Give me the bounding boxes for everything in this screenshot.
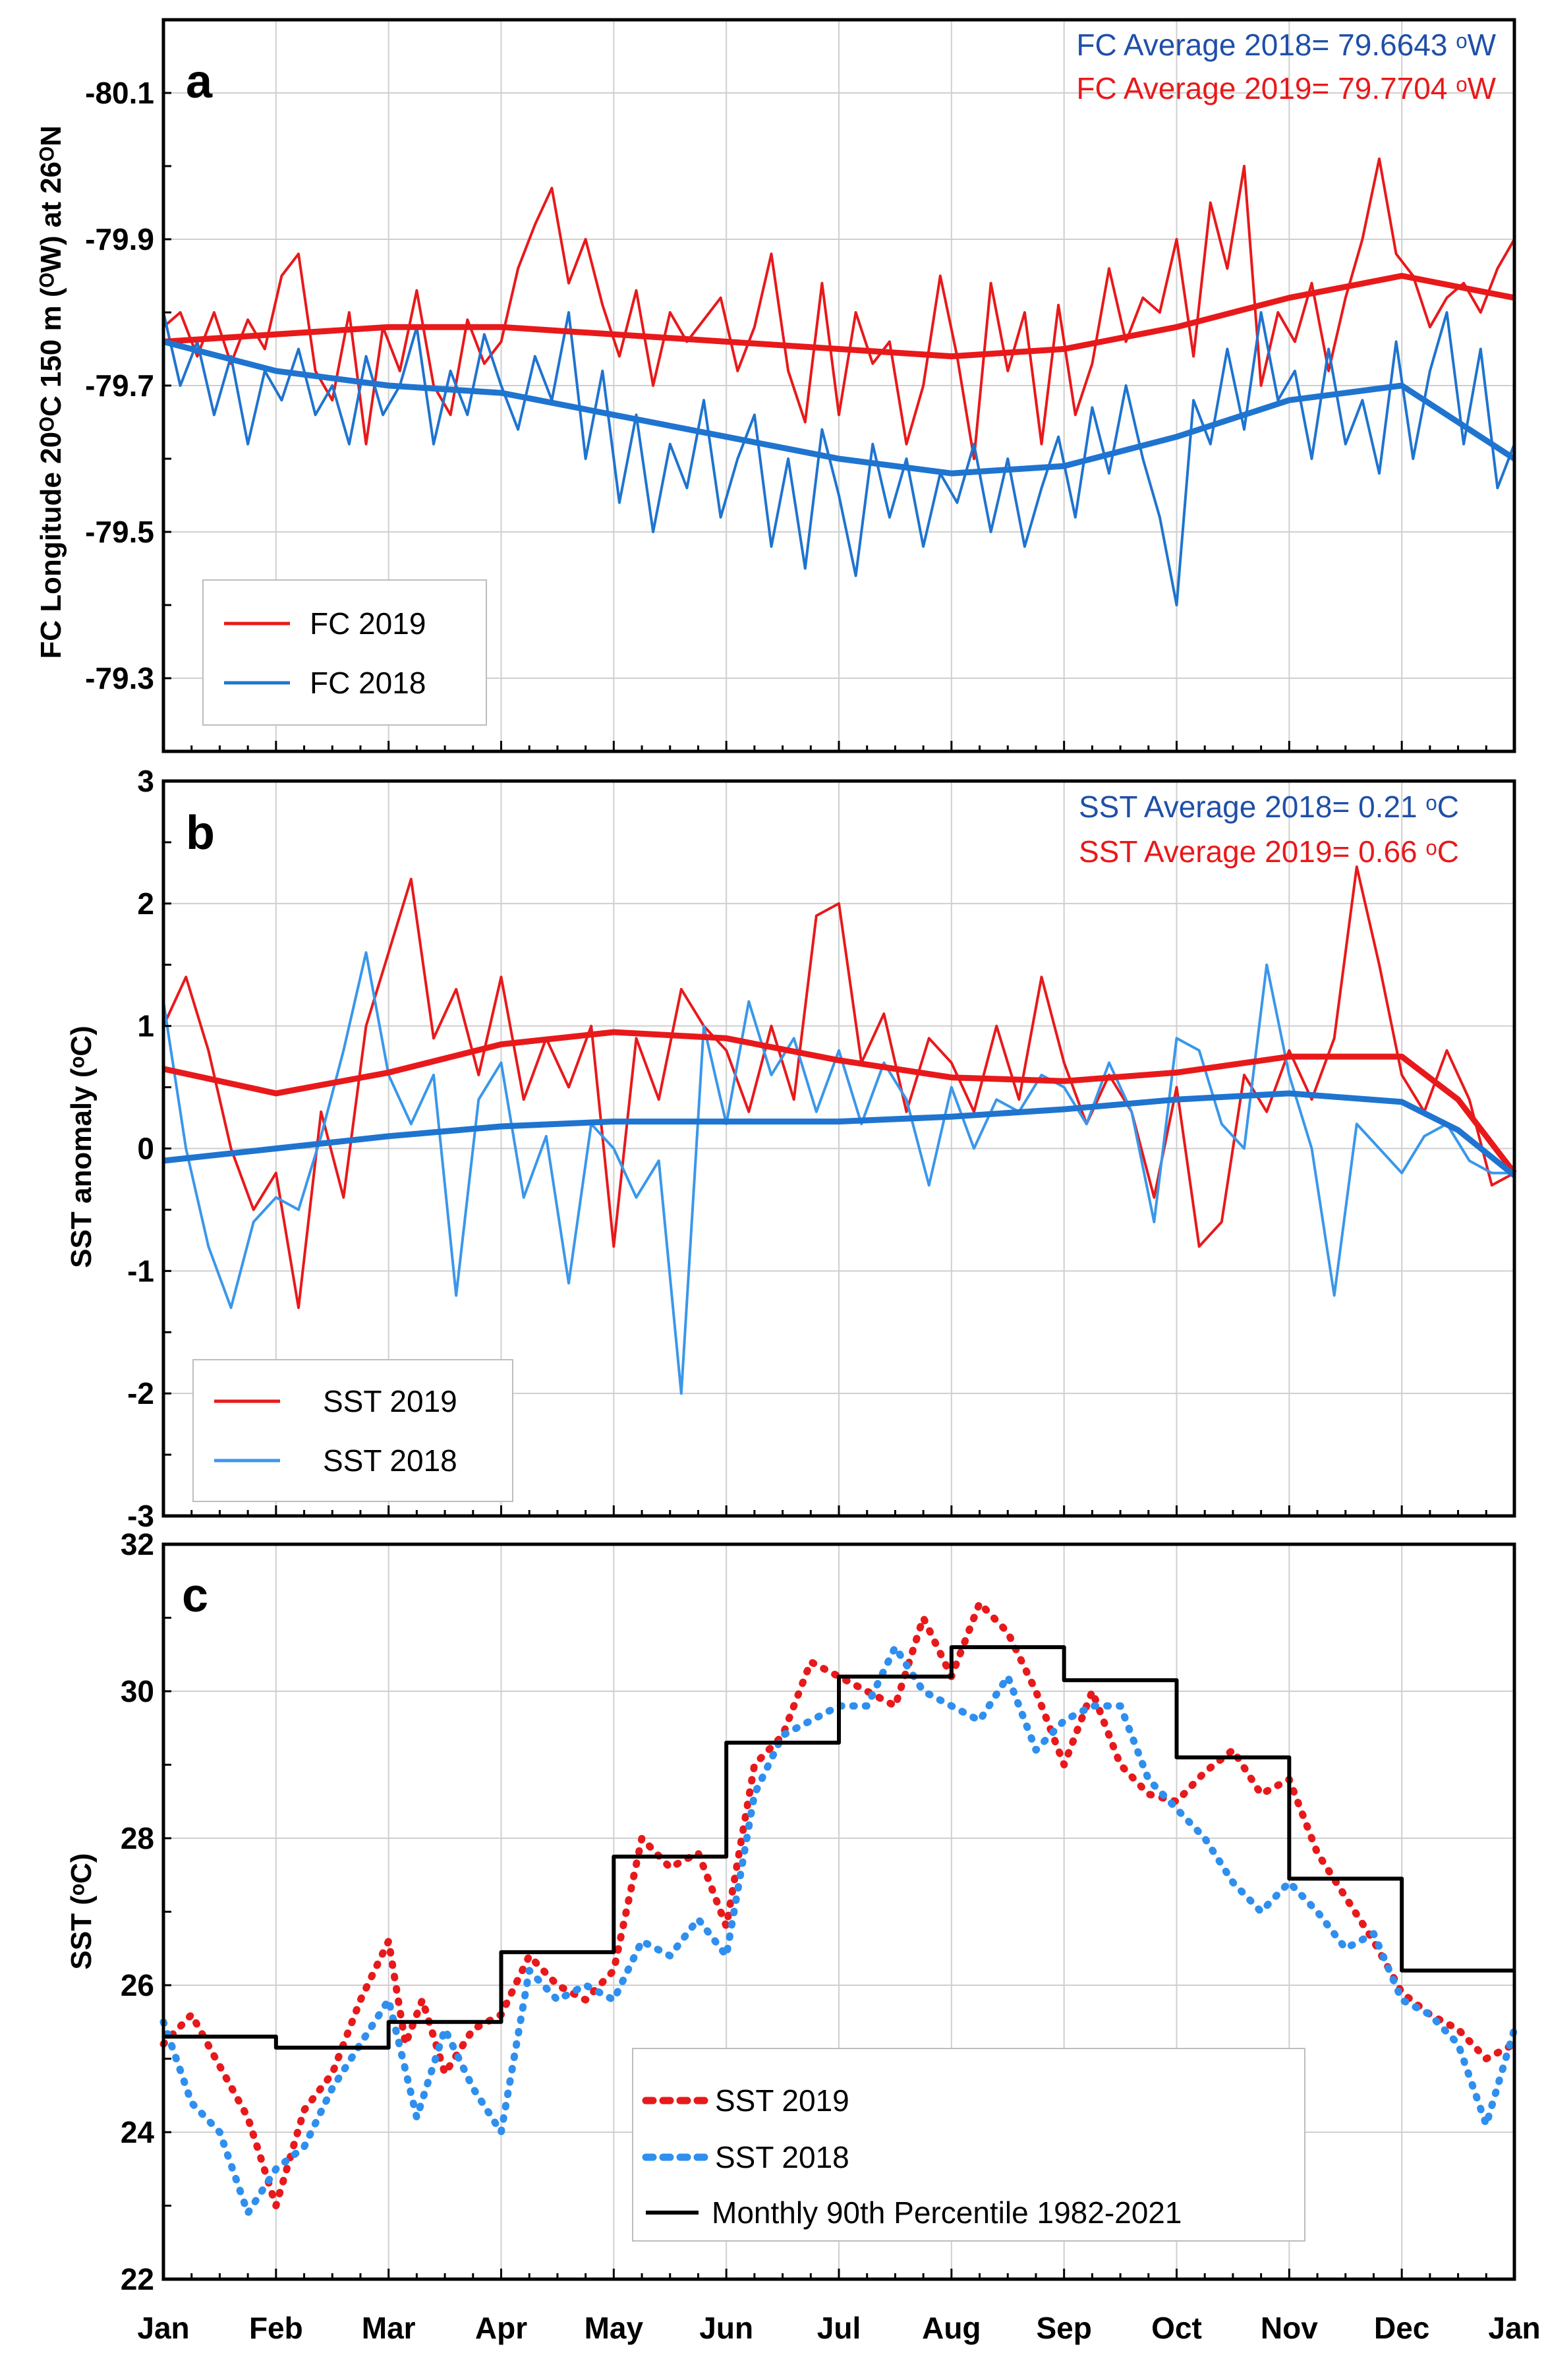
panel-a-legend-label-2018: FC 2018 bbox=[310, 666, 426, 700]
x-axis-month-label: Nov bbox=[1261, 2311, 1318, 2345]
panel-c-ytick-label: 32 bbox=[121, 1527, 154, 1561]
panel-a-annotation-2019: FC Average 2019= 79.7704 ᵒW bbox=[1076, 71, 1496, 105]
x-axis-month-label: Jun bbox=[699, 2311, 753, 2345]
panel-c-legend-label-2019: SST 2019 bbox=[715, 2083, 849, 2118]
panel-b-ytick-label: -3 bbox=[127, 1499, 154, 1533]
panel-b-series bbox=[162, 865, 1517, 1395]
panel-b-ytick-label: 2 bbox=[137, 886, 154, 921]
panel-b-ylabel: SST anomaly (ᵒC) bbox=[65, 1026, 98, 1268]
x-axis-month-label: Jul bbox=[817, 2311, 861, 2345]
panel-a-series-fc-2018 bbox=[162, 311, 1516, 606]
panel-b: 3 2 1 0 -1 -2 -3 b SST anomaly (ᵒC) SST Averag… bbox=[65, 764, 1517, 1533]
x-axis-month-label: May bbox=[585, 2311, 644, 2345]
x-axis-month-label: Mar bbox=[362, 2311, 416, 2345]
panel-a-series-fc-2019-fit bbox=[163, 273, 1515, 360]
panel-b-ytick-label: -2 bbox=[127, 1376, 154, 1410]
panel-b-series-sst-2019-fit bbox=[163, 1029, 1517, 1175]
panel-c-legend-label-p90: Monthly 90th Percentile 1982-2021 bbox=[712, 2195, 1182, 2230]
panel-b-annotation-2019: SST Average 2019= 0.66 ᵒC bbox=[1079, 834, 1459, 869]
panel-b-ytick-label: 1 bbox=[137, 1009, 154, 1043]
panel-a-series-fc-2018-fit bbox=[162, 339, 1516, 477]
panel-c-ytick-label: 30 bbox=[121, 1674, 154, 1708]
panel-c-ytick-label: 22 bbox=[121, 2262, 154, 2296]
panel-b-legend-label-2018: SST 2018 bbox=[323, 1443, 457, 1478]
panel-b-frame bbox=[161, 779, 1516, 1518]
panel-b-series-sst-2018-fit bbox=[163, 1090, 1516, 1178]
panel-c: 32 30 28 26 24 22 c SST (ᵒC) SST 2019 SST 201… bbox=[65, 1527, 1518, 2296]
panel-a-ytick-label: -79.9 bbox=[85, 222, 154, 256]
panel-a-ytick-label: -79.7 bbox=[85, 368, 154, 403]
panel-b-legend-label-2019: SST 2019 bbox=[323, 1384, 457, 1418]
x-axis-month-label: Feb bbox=[249, 2311, 303, 2345]
panel-a-legend-label-2019: FC 2019 bbox=[310, 606, 426, 641]
panel-c-ytick-label: 24 bbox=[121, 2115, 155, 2149]
panel-b-ytick-label: -1 bbox=[127, 1254, 154, 1288]
panel-b-gridlines bbox=[163, 781, 1514, 1516]
x-axis-month-label: Jan bbox=[1488, 2311, 1540, 2345]
panel-a-legend: FC 2019 FC 2018 bbox=[202, 579, 487, 726]
x-axis-month-label: Aug bbox=[922, 2311, 981, 2345]
panel-c-tick-labels: 32 30 28 26 24 22 bbox=[121, 1527, 1516, 2296]
panel-b-annotation-2018: SST Average 2018= 0.21 ᵒC bbox=[1079, 790, 1459, 824]
panel-a-label: a bbox=[186, 55, 213, 108]
panel-c-legend: SST 2019 SST 2018 Monthly 90th Percentil… bbox=[632, 2048, 1305, 2242]
panel-a-frame bbox=[161, 18, 1516, 753]
panel-b-series-sst-2019 bbox=[162, 865, 1515, 1310]
panel-a-ytick-label: -79.5 bbox=[85, 515, 154, 549]
panel-c-series-monthly-90th-percentile-1982-2021 bbox=[163, 1645, 1514, 2050]
panel-c-legend-box bbox=[632, 2048, 1305, 2242]
x-axis-month-label: Sep bbox=[1036, 2311, 1091, 2345]
panel-a: -80.1 -79.9 -79.7 -79.5 -79.3 a FC Longitude… bbox=[35, 18, 1516, 753]
x-axis-month-label: Oct bbox=[1151, 2311, 1202, 2345]
panel-c-ytick-label: 28 bbox=[121, 1821, 154, 1855]
panel-b-label: b bbox=[186, 807, 215, 859]
panel-c-legend-label-2018: SST 2018 bbox=[715, 2140, 849, 2174]
panel-a-series bbox=[162, 157, 1516, 606]
panel-a-tick-labels: -80.1 -79.9 -79.7 -79.5 -79.3 bbox=[85, 18, 1516, 753]
panel-a-annotation-2018: FC Average 2018= 79.6643 ᵒW bbox=[1076, 28, 1496, 62]
panel-b-ytick-label: 0 bbox=[137, 1132, 154, 1166]
panel-a-ylabel: FC Longitude 20ᴼC 150 m (ᴼW) at 26ᴼN bbox=[35, 125, 67, 658]
panel-b-ytick-label: 3 bbox=[137, 764, 154, 798]
panel-a-series-fc-2019 bbox=[162, 157, 1516, 460]
x-axis-month-label: Apr bbox=[475, 2311, 527, 2345]
panel-c-series-sst-2019 bbox=[159, 1599, 1518, 2209]
panel-a-ytick-label: -79.3 bbox=[85, 661, 154, 695]
panel-c-ylabel: SST (ᵒC) bbox=[65, 1853, 98, 1970]
panel-c-frame bbox=[161, 1542, 1516, 2281]
panel-c-ytick-label: 26 bbox=[121, 1968, 154, 2002]
x-axis-month-labels: Jan Feb Mar Apr May Jun Jul Aug Sep Oct Nov Dec Jan bbox=[137, 2311, 1540, 2345]
panel-a-legend-box bbox=[202, 579, 487, 726]
x-axis-month-label: Jan bbox=[137, 2311, 189, 2345]
panel-a-ytick-label: -80.1 bbox=[85, 76, 154, 110]
panel-c-label: c bbox=[182, 1569, 208, 1622]
panel-b-legend-box bbox=[192, 1359, 513, 1502]
panel-c-series bbox=[159, 1599, 1518, 2217]
x-axis-month-label: Dec bbox=[1374, 2311, 1429, 2345]
panel-b-legend: SST 2019 SST 2018 bbox=[192, 1359, 513, 1502]
